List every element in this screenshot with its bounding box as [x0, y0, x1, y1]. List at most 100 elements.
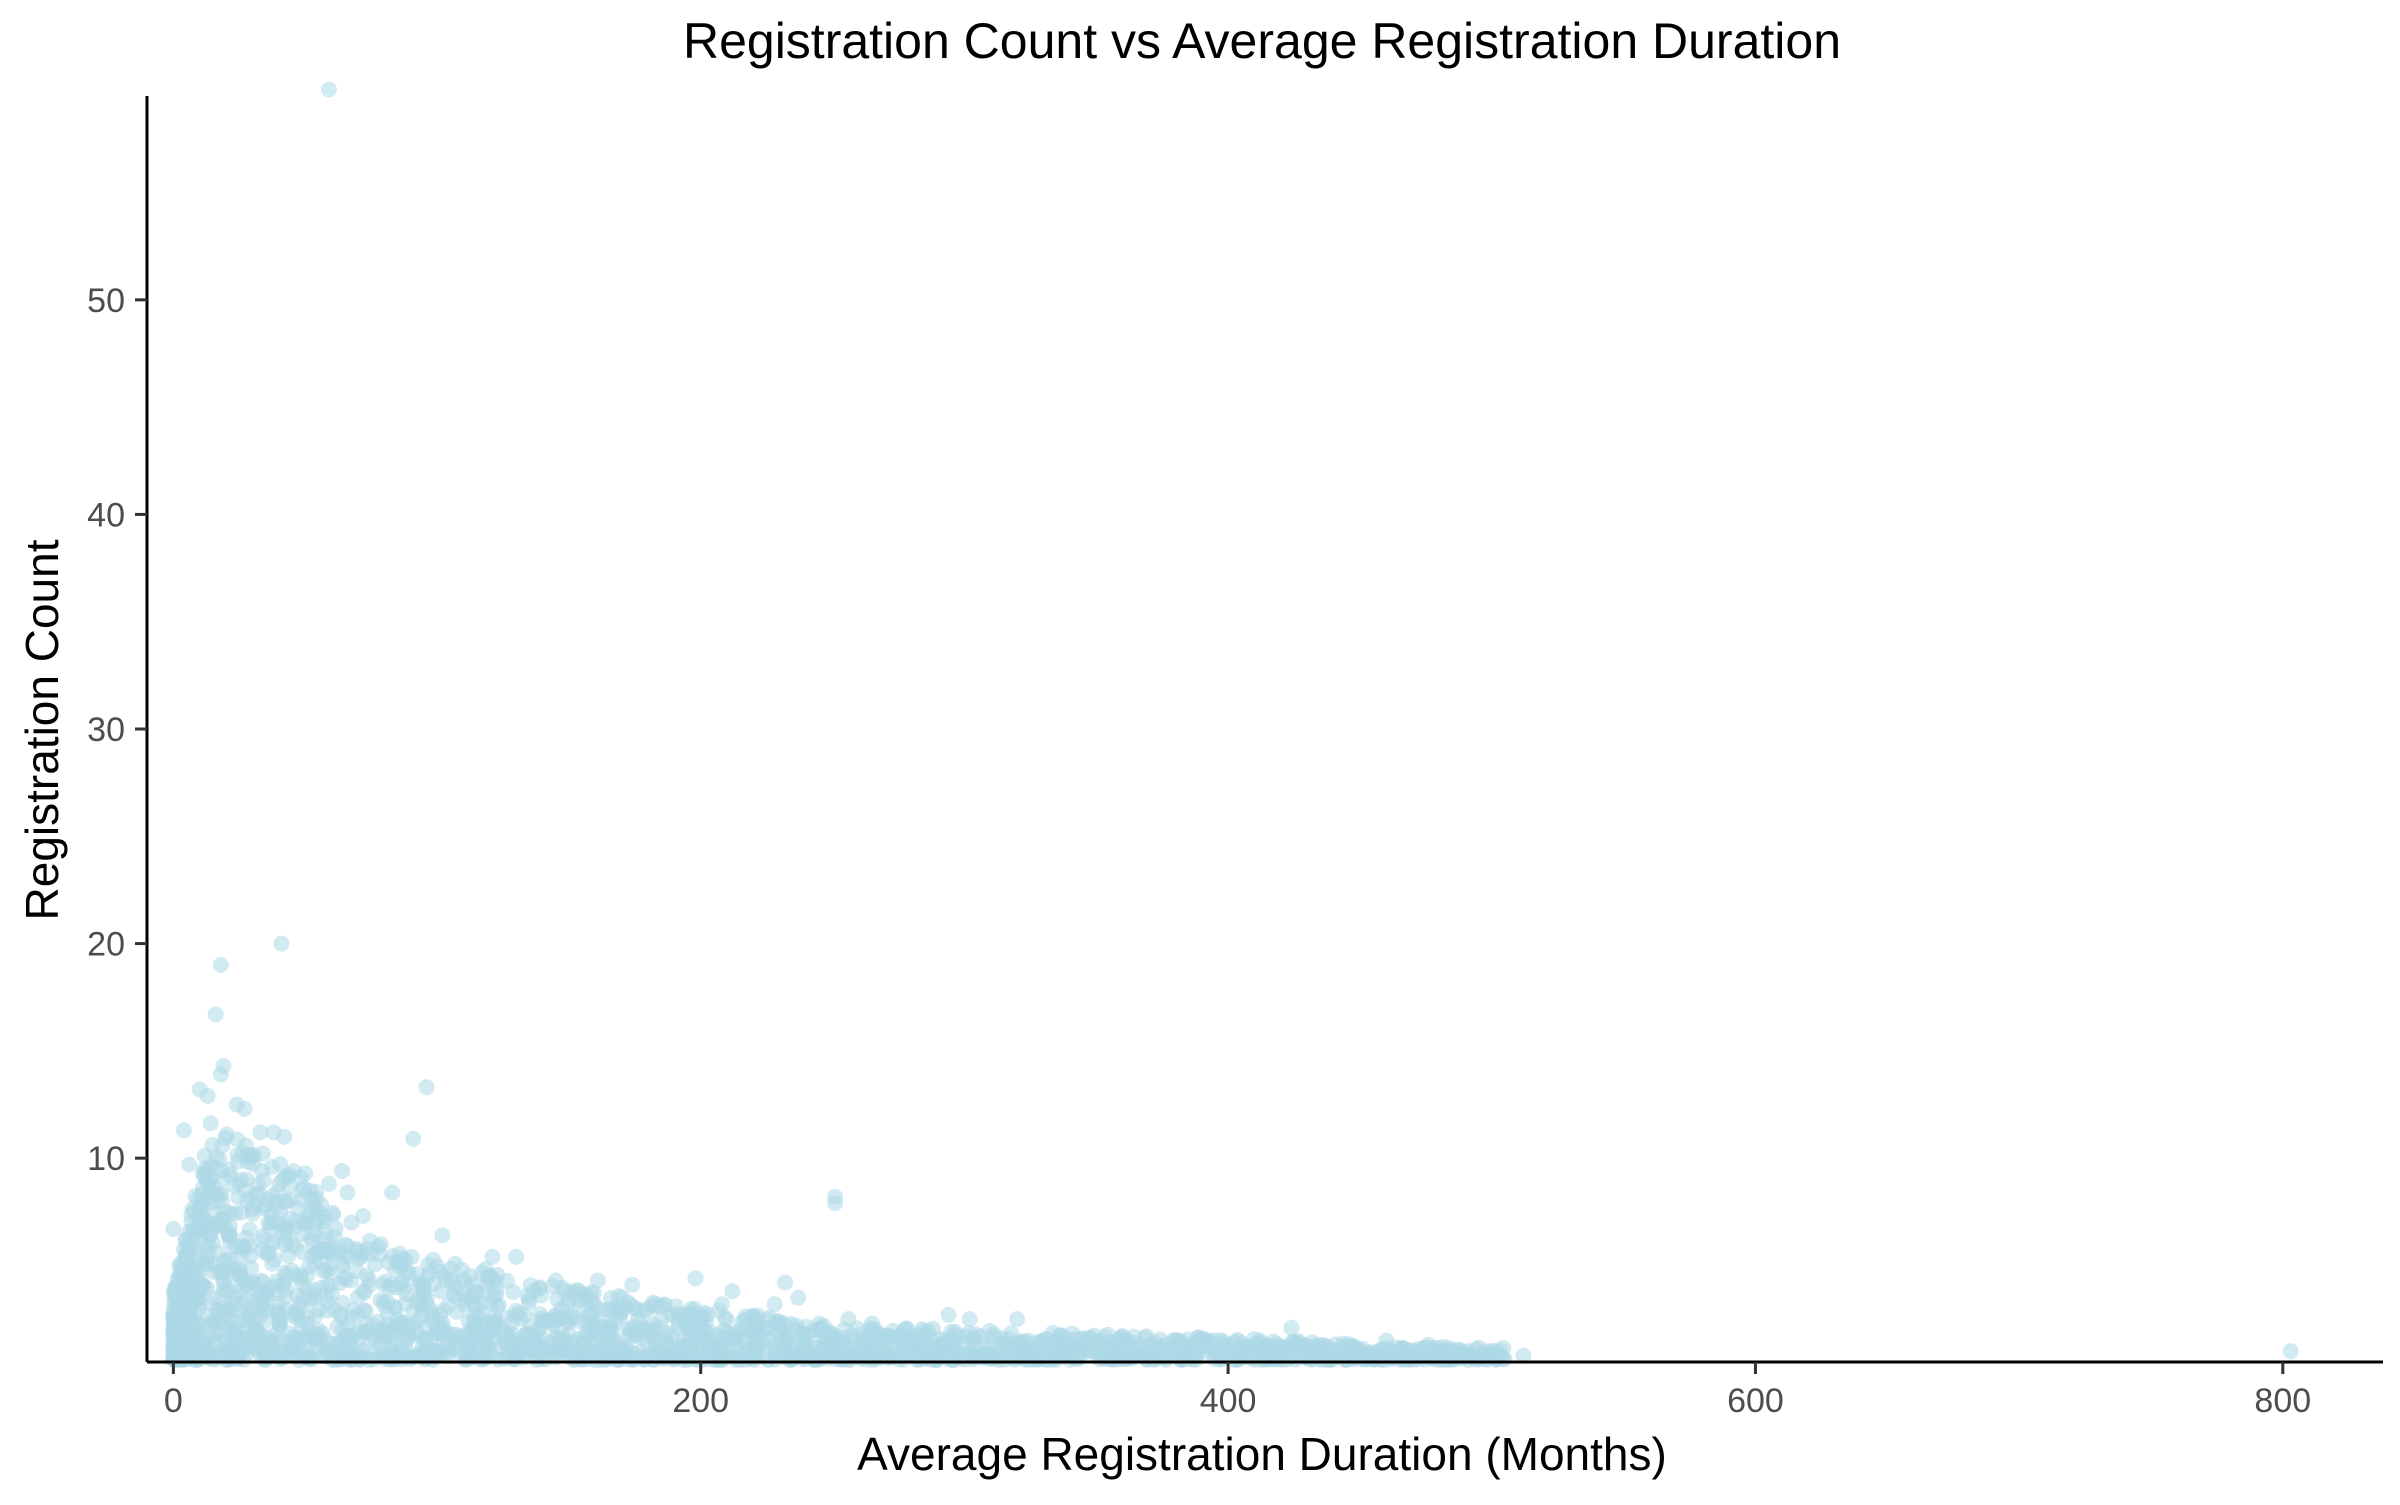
data-point	[276, 1128, 293, 1145]
cloud-point	[855, 1332, 872, 1349]
x-tick-label: 800	[2254, 1382, 2311, 1420]
y-axis-ticks: 10 20 30 40 50	[87, 282, 147, 1178]
cloud-point	[908, 1338, 925, 1355]
cloud-point	[1030, 1351, 1047, 1368]
cloud-point	[599, 1322, 616, 1339]
cloud-point	[331, 1275, 348, 1292]
cloud-point	[362, 1245, 379, 1262]
data-point	[589, 1272, 606, 1289]
cloud-point	[521, 1294, 538, 1311]
cloud-point	[424, 1351, 441, 1368]
cloud-point	[810, 1321, 827, 1338]
cloud-point	[1172, 1350, 1189, 1367]
cloud-point	[836, 1334, 853, 1351]
cloud-point	[198, 1162, 215, 1179]
cloud-point	[236, 1351, 252, 1368]
cloud-point	[538, 1312, 555, 1329]
cloud-point	[498, 1345, 515, 1362]
cloud-point	[1231, 1348, 1248, 1365]
cloud-point	[272, 1216, 289, 1232]
cloud-point	[522, 1277, 539, 1294]
cloud-point	[649, 1329, 666, 1346]
cloud-point	[461, 1338, 477, 1355]
cloud-point	[560, 1314, 577, 1331]
cloud-point	[302, 1182, 319, 1199]
data-point	[339, 1184, 356, 1201]
y-axis-title: Registration Count	[16, 539, 68, 920]
data-point	[624, 1276, 641, 1293]
cloud-point	[201, 1237, 218, 1254]
cloud-point	[284, 1305, 301, 1322]
cloud-point	[206, 1330, 223, 1347]
cloud-point	[229, 1131, 246, 1148]
cloud-point	[1059, 1337, 1076, 1354]
cloud-point	[359, 1315, 375, 1332]
cloud-point	[676, 1314, 693, 1331]
x-axis-ticks: 0 200 400 600 800	[164, 1362, 2311, 1420]
cloud-point	[613, 1303, 630, 1320]
x-tick-label: 200	[672, 1382, 729, 1420]
cloud-point	[662, 1306, 679, 1323]
cloud-point	[1244, 1340, 1261, 1356]
cloud-point	[1448, 1346, 1465, 1363]
cloud-point	[488, 1286, 505, 1303]
cloud-point	[1151, 1347, 1168, 1364]
cloud-point	[554, 1279, 571, 1296]
data-point	[334, 1163, 351, 1179]
cloud-point	[327, 1220, 344, 1237]
cloud-point	[418, 1329, 435, 1346]
cloud-point	[917, 1327, 934, 1344]
cloud-point	[610, 1288, 627, 1305]
cloud-point	[871, 1333, 888, 1350]
cloud-point	[656, 1350, 673, 1367]
cloud-point	[274, 1171, 291, 1188]
cloud-point	[394, 1250, 411, 1267]
cloud-point	[463, 1289, 480, 1306]
data-point	[355, 1208, 372, 1225]
data-point	[418, 1079, 435, 1096]
data-point	[434, 1227, 451, 1244]
cloud-point	[203, 1295, 220, 1312]
cloud-point	[1083, 1341, 1100, 1358]
cloud-point	[394, 1273, 411, 1290]
cloud-point	[336, 1246, 353, 1262]
cloud-point	[1432, 1339, 1449, 1356]
cloud-point	[769, 1314, 786, 1331]
data-point	[724, 1283, 741, 1300]
cloud-point	[307, 1307, 324, 1324]
cloud-point	[965, 1330, 982, 1347]
cloud-point	[297, 1216, 314, 1232]
cloud-point	[1086, 1327, 1102, 1344]
cloud-point	[284, 1262, 300, 1279]
data-point	[320, 1175, 337, 1192]
data-point	[508, 1248, 525, 1265]
data-point	[199, 1087, 216, 1104]
cloud-point	[760, 1330, 777, 1347]
cloud-point	[411, 1274, 428, 1291]
cloud-point	[343, 1214, 360, 1231]
cloud-point	[321, 1260, 338, 1277]
cloud-point	[301, 1258, 318, 1275]
cloud-point	[247, 1310, 264, 1327]
chart-title: Registration Count vs Average Registrati…	[683, 13, 1841, 69]
cloud-point	[716, 1309, 733, 1326]
y-tick-label: 50	[87, 282, 125, 320]
cloud-point	[609, 1341, 626, 1358]
cloud-point	[1492, 1347, 1509, 1364]
cloud-point	[169, 1292, 186, 1309]
cloud-point	[217, 1217, 234, 1234]
point-cloud	[165, 1115, 1513, 1368]
cloud-point	[1098, 1333, 1115, 1350]
y-tick-label: 10	[87, 1140, 125, 1178]
cloud-point	[311, 1241, 328, 1257]
data-point	[827, 1195, 844, 1212]
data-point	[961, 1311, 978, 1328]
cloud-point	[377, 1351, 394, 1367]
cloud-point	[349, 1243, 366, 1260]
x-tick-label: 600	[1727, 1382, 1784, 1420]
cloud-point	[507, 1302, 524, 1319]
data-point	[236, 1100, 253, 1117]
cloud-point	[171, 1279, 188, 1296]
